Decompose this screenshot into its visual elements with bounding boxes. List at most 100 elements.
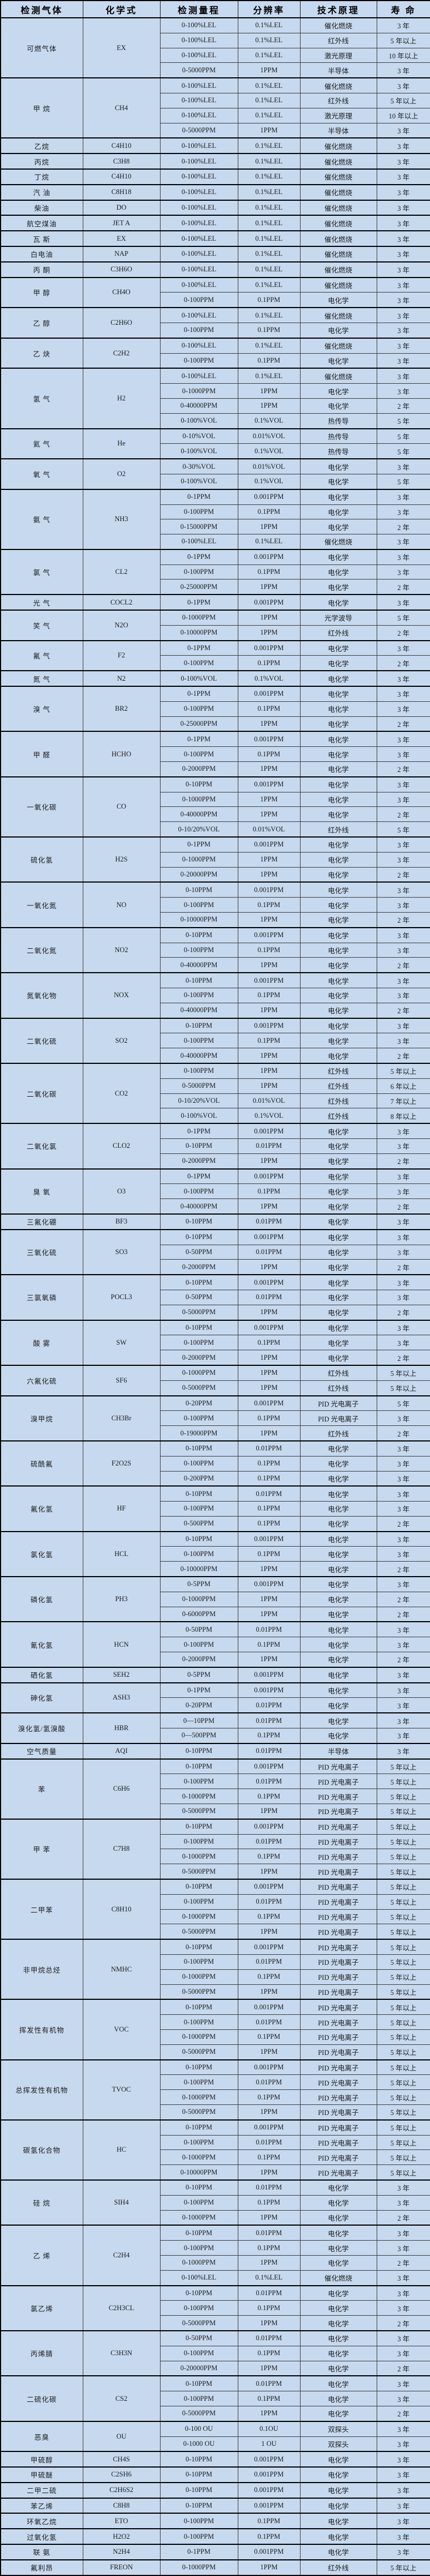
principle-cell: PID 光电离子	[299, 2089, 377, 2105]
lifespan-cell: 3 年	[376, 17, 430, 33]
lifespan-cell: 5 年以上	[376, 1924, 430, 1940]
lifespan-cell: 3 年	[376, 2420, 430, 2437]
range-cell: 0-100PPM	[159, 2345, 238, 2361]
table-row: 臭 氧 O3 0-1PPM 0.001PPM 电化学 3 年	[0, 1168, 430, 1215]
range-cell: 0-1000PPM	[159, 383, 238, 399]
range-cell: 0-100%LEL	[159, 215, 238, 231]
resolution-cell: 1PPM	[237, 2210, 301, 2226]
principle-cell: 催化燃烧	[299, 137, 377, 154]
principle-cell: 激光原理	[299, 107, 377, 123]
range-cell: 0-100%LEL	[159, 307, 238, 323]
lifespan-cell: 3 年	[376, 1455, 430, 1472]
chemical-formula-cell: C8H8	[82, 2497, 161, 2514]
lifespan-cell: 2 年	[376, 398, 430, 414]
range-cell: 0-5000PPM	[159, 1304, 238, 1321]
chemical-formula-cell: POCL3	[82, 1274, 161, 1321]
table-row: 0-2000PPM 1PPM 电化学 2 年	[1, 761, 430, 777]
table-row: 0-25000PPM 1PPM 电化学 2 年	[1, 716, 430, 732]
lifespan-cell: 3 年	[376, 2436, 430, 2452]
chemical-formula-cell: CS2	[82, 2375, 161, 2422]
gas-name-cell: 恶臭	[0, 2420, 83, 2452]
range-cell: 0-50PPM	[159, 1289, 238, 1305]
gas-name-cell: 瓦 斯	[0, 230, 83, 247]
lifespan-cell: 3 年	[376, 168, 430, 185]
column-header-5: 技术原理	[299, 0, 377, 18]
principle-cell: 热传导	[299, 428, 377, 444]
lifespan-cell: 3 年	[376, 458, 430, 474]
principle-cell: 电化学	[299, 957, 377, 973]
chemical-formula-cell: SIH4	[82, 2179, 161, 2226]
lifespan-cell: 3 年	[376, 746, 430, 762]
table-row: 0-5000PPM 1PPM 红外线 5 年以上	[1, 1380, 430, 1396]
range-cell: 0-10PPM	[159, 2285, 238, 2301]
range-cell: 0-10PPM	[159, 1999, 238, 2015]
range-cell: 0-100%LEL	[159, 153, 238, 170]
principle-cell: 电化学	[299, 2481, 377, 2499]
range-cell: 0-5000PPM	[159, 62, 238, 78]
lifespan-cell: 5 年	[376, 428, 430, 444]
table-row: 汽 油 C8H18 0-100%LEL 0.1%LEL 催化燃烧 3 年	[0, 184, 430, 201]
resolution-cell: 1PPM	[237, 2044, 301, 2060]
resolution-cell: 0.001PPM	[237, 1168, 301, 1185]
resolution-cell: 0.1%LEL	[237, 230, 301, 247]
principle-cell: 电化学	[299, 1198, 377, 1215]
principle-cell: 热传导	[299, 413, 377, 429]
range-cell: 0-100PPM	[159, 322, 238, 339]
principle-cell: 电化学	[299, 2225, 377, 2241]
table-row: 甲 醇 CH4O 0-100%LEL 0.1%LEL 催化燃烧 3 年	[0, 276, 430, 308]
range-cell: 0-1000PPM	[159, 1849, 238, 1865]
resolution-cell: 0.01PPM	[237, 2330, 301, 2346]
lifespan-cell: 2 年	[376, 1425, 430, 1441]
gas-name-cell: 氦 气	[0, 428, 83, 459]
principle-cell: 电化学	[299, 1561, 377, 1577]
principle-cell: 电化学	[299, 912, 377, 928]
column-header-4: 分辨率	[237, 0, 301, 18]
table-row: 0-100PPM 0.1PPM 电化学 3 年	[1, 701, 430, 717]
principle-cell: 电化学	[299, 2528, 377, 2545]
resolution-cell: 1PPM	[237, 398, 301, 414]
range-cell: 0-1000PPM	[159, 2255, 238, 2271]
table-row: 0-100PPM 0.1PPM 电化学 3 年	[1, 1546, 430, 1562]
table-row: 0-100PPM 0.1PPM 电化学 3 年	[1, 2345, 430, 2361]
principle-cell: 电化学	[299, 1728, 377, 1744]
resolution-cell: 0.01PPM	[237, 1244, 301, 1260]
resolution-cell: 0.1%VOL	[237, 413, 301, 429]
range-cell: 0-100PPM	[159, 655, 238, 671]
table-row: 0-100PPM 0.1PPM 电化学 3 年	[1, 1033, 430, 1049]
gas-name-cell: 甲硫醚	[0, 2466, 83, 2483]
table-row: 氟利昂 FREON 0-1000PPM 1PPM 红外线 5 年以上	[0, 2559, 430, 2576]
range-cell: 0-100PPM	[159, 942, 238, 958]
principle-cell: 催化燃烧	[299, 2270, 377, 2286]
principle-cell: 电化学	[299, 1017, 377, 1034]
chemical-formula-cell: NH3	[82, 488, 161, 550]
resolution-cell: 0.01PPM	[237, 2285, 301, 2301]
range-cell: 0-10PPM	[159, 1742, 238, 1760]
table-row: 恶臭 OU 0-100 OU 0.1OU 双探头 3 年	[0, 2420, 430, 2452]
range-cell: 0-10%VOL	[159, 428, 238, 444]
resolution-cell: 0.1PPM	[237, 1183, 301, 1200]
table-row: 0-1000PPM 0.1PPM PID 光电离子 5 年以上	[1, 1969, 430, 1985]
table-row: 二氧化硫 SO2 0-10PPM 0.001PPM 电化学 3 年	[0, 1017, 430, 1064]
principle-cell: 电化学	[299, 564, 377, 580]
chemical-formula-cell: NO	[82, 881, 161, 928]
range-cell: 0-10000PPM	[159, 625, 238, 641]
principle-cell: 电化学	[299, 2240, 377, 2256]
lifespan-cell: 2 年	[376, 912, 430, 928]
range-cell: 0-100%LEL	[159, 230, 238, 247]
table-row: 0-1000PPM 0.1PPM PID 光电离子 5 年以上	[1, 1909, 430, 1925]
gas-name-cell: 总挥发性有机物	[0, 2059, 83, 2121]
table-row: 0-100%LEL 0.1%LEL 红外线 5 年以上	[1, 92, 430, 108]
lifespan-cell: 3 年	[376, 199, 430, 216]
chemical-formula-cell: C7H8	[82, 1818, 161, 1880]
table-row: 溴 气 BR2 0-1PPM 0.001PPM 电化学 3 年	[0, 686, 430, 732]
resolution-cell: 0.1PPM	[237, 1969, 301, 1985]
resolution-cell: 0.1PPM	[237, 2194, 301, 2211]
resolution-cell: 1PPM	[237, 2559, 301, 2576]
principle-cell: 电化学	[299, 2391, 377, 2406]
lifespan-cell: 3 年	[376, 1289, 430, 1305]
principle-cell: 电化学	[299, 353, 377, 369]
range-cell: 0-100PPM	[159, 1033, 238, 1049]
principle-cell: 电化学	[299, 1002, 377, 1019]
chemical-formula-cell: F2O2S	[82, 1440, 161, 1487]
